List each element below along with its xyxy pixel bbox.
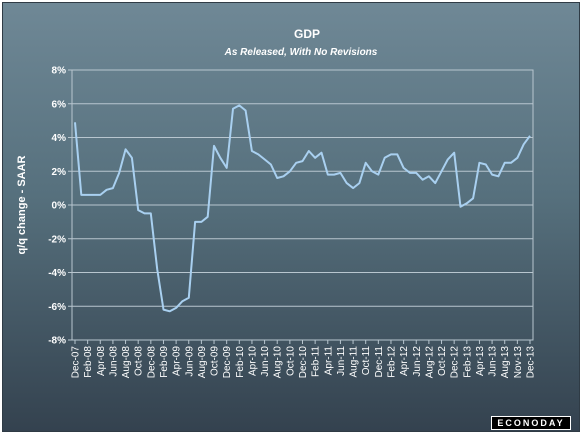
y-axis-label: q/q change - SAAR (16, 155, 28, 254)
x-tick-label: Dec-09 (222, 346, 233, 379)
x-tick-label: Feb-13 (462, 346, 473, 378)
x-tick-label: Apr-12 (399, 346, 410, 376)
x-tick-label: Apr-11 (323, 346, 334, 376)
x-tick-label: Dec-08 (146, 346, 157, 379)
y-tick-label: 6% (52, 99, 67, 110)
x-tick-label: Apr-13 (475, 346, 486, 376)
y-tick-label: -2% (48, 234, 66, 245)
chart-title: GDP (294, 27, 320, 41)
chart-frame: GDP As Released, With No Revisions q/q c… (2, 2, 580, 432)
x-tick-label: Feb-12 (386, 346, 397, 378)
series-layer (74, 104, 531, 313)
x-tick-label: Feb-10 (235, 346, 246, 378)
chart-subtitle: As Released, With No Revisions (224, 47, 378, 58)
x-tick-label: Jun-08 (108, 346, 119, 377)
x-tick-label: Oct-10 (285, 346, 296, 376)
x-tick-label: Aug-08 (121, 346, 132, 379)
x-tick-label: Dec-07 (71, 346, 82, 379)
x-axis-ticks: Dec-07 Feb-08 Apr-08 Jun-08 Aug-08 Oct-08 Dec-… (71, 340, 537, 378)
x-tick-label: Aug-13 (500, 346, 511, 379)
x-tick-label: Jun-11 (336, 346, 347, 376)
x-tick-label: Oct-12 (437, 346, 448, 376)
x-tick-label: Dec-11 (374, 346, 385, 378)
x-tick-label: Apr-10 (247, 346, 258, 376)
y-tick-label: -6% (48, 302, 66, 313)
y-tick-label: 0% (52, 201, 67, 212)
y-axis-ticks: -8% -6% -4% -2% 0% 2% 4% 6% 8% (48, 66, 72, 347)
x-tick-label: Apr-08 (96, 346, 107, 376)
gdp-series-line (74, 104, 531, 313)
x-tick-label: Jun-12 (412, 346, 423, 377)
x-tick-label: Feb-08 (83, 346, 94, 378)
x-tick-label: Dec-13 (526, 346, 537, 379)
y-tick-label: -8% (48, 336, 66, 347)
x-tick-label: Aug-12 (424, 346, 435, 379)
x-tick-label: Oct-08 (134, 346, 145, 376)
x-tick-label: Nov-13 (513, 346, 524, 379)
x-tick-label: Aug-11 (349, 346, 360, 378)
y-tick-label: 2% (52, 167, 67, 178)
x-tick-label: Dec-10 (298, 346, 309, 379)
y-tick-label: 4% (52, 133, 67, 144)
x-tick-label: Jun-09 (184, 346, 195, 377)
x-tick-label: Dec-12 (450, 346, 461, 379)
x-tick-label: Feb-11 (311, 346, 322, 377)
gdp-line-chart: GDP As Released, With No Revisions q/q c… (16, 27, 537, 378)
x-tick-label: Jun-10 (260, 346, 271, 377)
x-tick-label: Aug-09 (197, 346, 208, 379)
x-tick-label: Jun-13 (488, 346, 499, 377)
x-tick-label: Apr-09 (172, 346, 183, 376)
econoday-logo: ECONODAY (491, 416, 571, 430)
y-tick-label: 8% (52, 66, 67, 77)
x-tick-label: Oct-09 (210, 346, 221, 376)
x-tick-label: Aug-10 (273, 346, 284, 379)
x-tick-label: Oct-11 (361, 346, 372, 376)
y-tick-label: -4% (48, 268, 66, 279)
x-tick-label: Feb-09 (159, 346, 170, 378)
